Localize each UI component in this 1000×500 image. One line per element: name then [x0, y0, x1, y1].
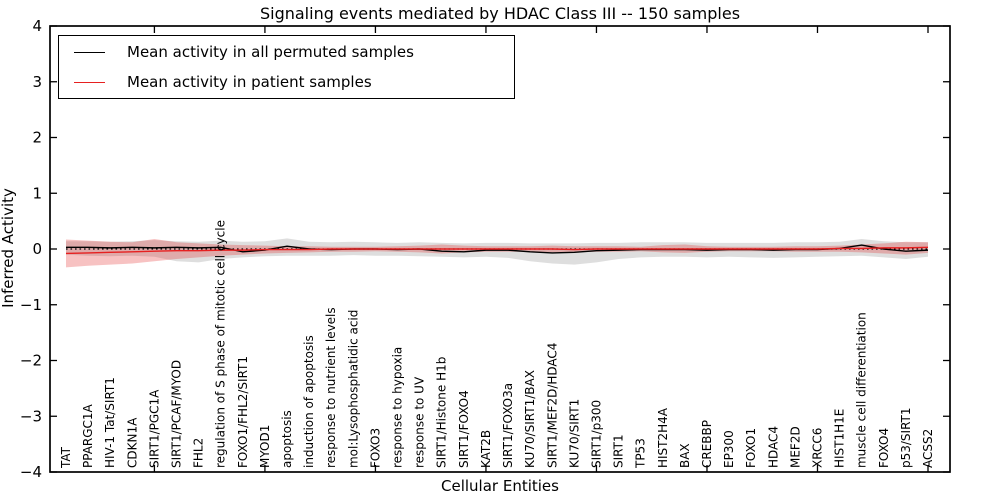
x-category-label: muscle cell differentiation — [855, 312, 869, 468]
x-category-label: PPARGC1A — [81, 403, 95, 468]
x-category-label: SIRT1 — [612, 434, 626, 468]
x-category-label: KU70/SIRT1/BAX — [523, 370, 537, 468]
x-category-label: SIRT1/MEF2D/HDAC4 — [545, 343, 559, 468]
y-tick-label: −3 — [20, 407, 42, 425]
y-tick-label: −1 — [20, 296, 42, 314]
permuted-mean-line — [66, 244, 929, 254]
x-category-label: HIST1H1E — [833, 409, 847, 468]
y-tick-label: −2 — [20, 352, 42, 370]
x-category-label: mol:Lysophosphatidic acid — [346, 310, 360, 468]
x-category-label: FOXO4 — [877, 428, 891, 468]
x-category-label: TAT — [59, 446, 73, 469]
x-category-label: apoptosis — [280, 410, 294, 468]
y-tick-label: 4 — [32, 17, 42, 35]
legend-line-patient-icon — [74, 81, 105, 83]
x-category-label: SIRT1/FOXO3a — [501, 383, 515, 468]
x-category-label: p53/SIRT1 — [899, 407, 913, 468]
x-category-label: KAT2B — [479, 430, 493, 468]
x-category-label: induction of apoptosis — [302, 335, 316, 468]
x-category-label: FOXO3 — [368, 428, 382, 468]
x-category-label: SIRT1/PGC1A — [147, 389, 161, 468]
legend-label-patient: Mean activity in patient samples — [127, 73, 372, 91]
x-axis-label: Cellular Entities — [441, 477, 559, 495]
permuted-band — [66, 238, 928, 265]
legend: Mean activity in all permuted samples Me… — [58, 35, 515, 99]
x-category-label: response to nutrient levels — [324, 307, 338, 468]
x-category-label: response to UV — [413, 376, 427, 468]
y-tick-label: 0 — [32, 240, 42, 258]
x-category-label: FHL2 — [192, 438, 206, 468]
x-category-label: CREBBP — [700, 420, 714, 468]
y-tick-label: 2 — [32, 129, 42, 147]
legend-label-permuted: Mean activity in all permuted samples — [127, 43, 414, 61]
x-category-label: FOXO1 — [744, 428, 758, 468]
legend-item-patient: Mean activity in patient samples — [59, 69, 514, 95]
y-tick-label: 1 — [32, 184, 42, 202]
x-category-label: SIRT1/FOXO4 — [457, 390, 471, 468]
chart-title: Signaling events mediated by HDAC Class … — [259, 4, 741, 23]
x-category-label: KU70/SIRT1 — [567, 399, 581, 468]
y-tick-label: −4 — [20, 463, 42, 481]
patient-band — [66, 238, 928, 268]
x-category-label: SIRT1/Histone H1b — [435, 357, 449, 468]
x-category-label: ACSS2 — [921, 429, 935, 468]
legend-line-permuted-icon — [74, 51, 105, 53]
x-category-label: EP300 — [722, 430, 736, 468]
y-axis-label: Inferred Activity — [0, 188, 17, 308]
y-tick-label: 3 — [32, 73, 42, 91]
x-category-label: regulation of S phase of mitotic cell cy… — [214, 220, 228, 468]
patient-mean-line — [65, 246, 929, 255]
legend-item-permuted: Mean activity in all permuted samples — [59, 39, 514, 65]
x-category-label: CDKN1A — [125, 417, 139, 468]
x-category-label: FOXO1/FHL2/SIRT1 — [236, 356, 250, 468]
x-category-label: MYOD1 — [258, 425, 272, 468]
x-category-label: HIST2H4A — [656, 407, 670, 468]
x-category-label: MEF2D — [788, 426, 802, 468]
x-category-label: HIV-1 Tat/SIRT1 — [103, 377, 117, 468]
x-category-label: XRCC6 — [810, 428, 824, 468]
x-category-label: SIRT1/PCAF/MYOD — [170, 360, 184, 468]
x-category-label: SIRT1/p300 — [589, 400, 603, 468]
x-category-label: TP53 — [634, 438, 648, 469]
x-category-label: BAX — [678, 443, 692, 468]
x-category-label: HDAC4 — [766, 426, 780, 468]
x-category-label: response to hypoxia — [391, 347, 405, 468]
